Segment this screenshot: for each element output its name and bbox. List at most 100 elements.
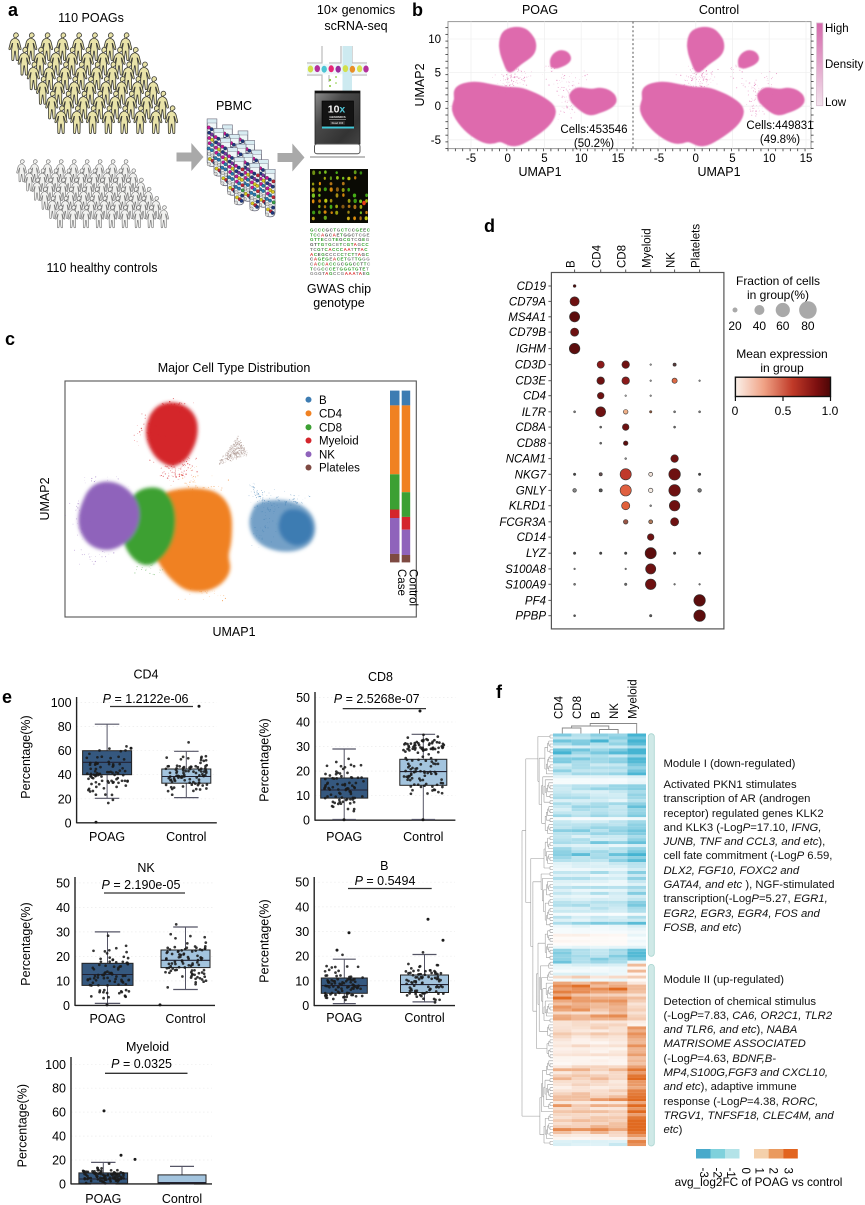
svg-text:CD79A: CD79A [509,296,546,308]
svg-text:20: 20 [56,950,70,964]
svg-text:10: 10 [763,153,776,165]
svg-text:2: 2 [766,1168,778,1174]
svg-text:60: 60 [776,319,790,333]
svg-text:ACEGCCCCCTCTTAGC: ACEGCCCCCTCTTAGC [310,252,370,257]
svg-text:UMAP2: UMAP2 [38,477,52,520]
svg-text:GGGTAGCCGAAATAEG: GGGTAGCCGAAATAEG [310,271,370,276]
svg-text:Control: Control [166,830,206,844]
svg-text:50: 50 [56,876,70,890]
svg-text:NK: NK [319,450,335,462]
svg-text:NKG7: NKG7 [515,469,547,481]
svg-text:Myeloid: Myeloid [642,228,654,268]
svg-text:(49.8%): (49.8%) [760,134,800,146]
svg-text:0.5: 0.5 [775,404,792,418]
svg-text:Percentage(%): Percentage(%) [19,715,33,798]
svg-text:Control: Control [406,569,418,606]
svg-text:CD3D: CD3D [515,360,546,372]
svg-text:0: 0 [435,101,441,113]
svg-text:Cells:449831: Cells:449831 [746,120,813,132]
svg-text:UMAP2: UMAP2 [413,63,427,106]
svg-text:CD4: CD4 [319,409,343,421]
svg-text:Mean expression: Mean expression [736,347,827,361]
svg-text:10: 10 [575,153,588,165]
svg-text:0: 0 [63,999,70,1013]
svg-text:NCAM1: NCAM1 [506,454,546,466]
svg-text:Control: Control [699,3,739,17]
svg-text:-5: -5 [466,153,476,165]
svg-text:Platelets: Platelets [691,224,703,268]
svg-text:CD14: CD14 [517,532,546,544]
svg-text:PPBP: PPBP [515,611,546,623]
svg-text:B: B [566,260,578,268]
svg-text:0: 0 [65,816,72,830]
svg-text:1: 1 [753,1168,765,1174]
svg-text:10: 10 [296,789,310,803]
svg-text:TCGTCACCCAATTTAC: TCGTCACCCAATTTAC [310,247,368,252]
svg-text:15: 15 [800,153,813,165]
svg-text:GWAS chip: GWAS chip [307,282,371,296]
svg-text:P = 2.190e-05: P = 2.190e-05 [102,878,181,892]
svg-text:TCCAGCAETGGCTCGE: TCCAGCAETGGCTCGE [310,232,370,237]
svg-text:GNLY: GNLY [516,485,548,497]
svg-text:Fraction of cells: Fraction of cells [736,274,820,288]
svg-text:CD4: CD4 [523,391,546,403]
svg-text:CACCACCGCGGCCTTC: CACCACCGCGGCCTTC [310,261,371,266]
svg-text:GENOMICS: GENOMICS [329,115,345,119]
svg-text:CD8: CD8 [319,423,342,435]
svg-text:Major Cell Type Distribution: Major Cell Type Distribution [158,361,311,375]
svg-text:CD19: CD19 [517,281,547,293]
svg-text:LYZ: LYZ [526,548,547,560]
svg-text:POAG: POAG [522,3,558,17]
svg-text:High: High [825,23,849,35]
svg-text:CD4: CD4 [133,668,158,682]
svg-text:80: 80 [58,720,72,734]
svg-text:CAGEGEACETGTTGGG: CAGEGEACETGTTGGG [310,257,370,262]
svg-text:d: d [484,216,495,236]
svg-text:GTTECGTEGCGTCGEG: GTTECGTEGCGTCGEG [310,237,370,242]
svg-text:5: 5 [729,153,735,165]
svg-text:0: 0 [303,814,310,828]
svg-text:PF4: PF4 [525,595,546,607]
svg-text:Control: Control [403,830,443,844]
svg-text:0: 0 [732,404,739,418]
svg-text:30: 30 [296,740,310,754]
svg-text:CD3E: CD3E [515,376,546,388]
svg-text:S100A9: S100A9 [505,579,547,591]
svg-text:0: 0 [693,153,699,165]
svg-text:CD8: CD8 [368,670,393,684]
svg-text:0: 0 [505,153,511,165]
svg-text:KLRD1: KLRD1 [509,501,546,513]
svg-text:60: 60 [58,744,72,758]
svg-text:S100A8: S100A8 [505,564,547,576]
svg-text:NK: NK [609,703,621,719]
svg-text:Plateles: Plateles [319,463,360,475]
svg-text:40: 40 [296,716,310,730]
svg-text:10: 10 [428,34,441,46]
svg-text:in group: in group [760,361,804,375]
svg-text:CD88: CD88 [517,438,547,450]
svg-text:40: 40 [56,901,70,915]
svg-text:Read 10X: Read 10X [332,121,344,125]
svg-text:Percentage(%): Percentage(%) [258,718,272,801]
svg-text:IGHM: IGHM [516,344,546,356]
svg-text:f: f [496,682,503,702]
svg-text:POAG: POAG [89,830,125,844]
svg-text:5: 5 [435,68,441,80]
svg-text:P = 2.5268e-07: P = 2.5268e-07 [334,692,420,706]
svg-text:PBMC: PBMC [216,99,252,113]
svg-text:scRNA-seq: scRNA-seq [324,19,387,33]
svg-text:-5: -5 [431,135,441,147]
svg-text:CD8: CD8 [572,696,584,719]
svg-text:GCCCGCTGCTCCGEEC: GCCCGCTGCTCCGEEC [310,228,371,233]
svg-text:FCGR3A: FCGR3A [499,517,546,529]
svg-text:3: 3 [781,1168,793,1174]
svg-text:GTTGTGCETCGTAGCC: GTTGTGCETCGTAGCC [310,242,369,247]
svg-text:110 healthy controls: 110 healthy controls [47,261,158,275]
svg-text:UMAP1: UMAP1 [518,165,561,179]
svg-text:80: 80 [801,319,815,333]
svg-text:50: 50 [296,691,310,705]
svg-text:genotype: genotype [313,296,364,310]
svg-text:B: B [591,711,603,719]
svg-text:30: 30 [56,925,70,939]
svg-text:Density: Density [825,59,864,71]
